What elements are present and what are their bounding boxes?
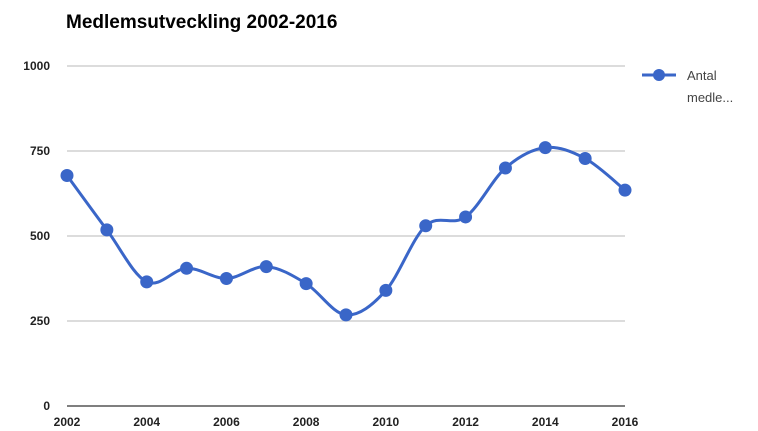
x-tick-label-2012: 2012 [452, 415, 479, 429]
x-tick-label-2010: 2010 [373, 415, 400, 429]
y-tick-label-500: 500 [30, 229, 50, 243]
y-tick-label-0: 0 [43, 399, 50, 413]
series-group [60, 141, 632, 322]
y-axis-ticks: 0 250 500 750 1000 [23, 59, 50, 413]
data-point-2016[interactable] [618, 183, 632, 197]
data-point-2013[interactable] [498, 161, 512, 175]
x-tick-label-2014: 2014 [532, 415, 559, 429]
data-point-2006[interactable] [219, 272, 233, 285]
data-point-2003[interactable] [100, 223, 114, 237]
data-point-2008[interactable] [299, 277, 313, 291]
gridlines [67, 65, 625, 407]
data-point-2004[interactable] [140, 275, 154, 289]
legend-marker [653, 69, 665, 81]
data-point-2015[interactable] [578, 151, 592, 165]
legend[interactable]: Antal medle... [642, 68, 733, 105]
x-tick-label-2004: 2004 [133, 415, 160, 429]
series-line-0 [65, 145, 626, 317]
x-tick-label-2008: 2008 [293, 415, 320, 429]
x-tick-label-2002: 2002 [54, 415, 81, 429]
legend-label-line1: Antal [687, 68, 717, 83]
y-tick-label-1000: 1000 [23, 59, 50, 73]
chart-title: Medlemsutveckling 2002-2016 [66, 12, 337, 33]
data-point-2010[interactable] [379, 283, 393, 297]
y-tick-label-750: 750 [30, 144, 50, 158]
data-point-2011[interactable] [419, 219, 433, 233]
data-point-2002[interactable] [60, 168, 74, 182]
data-point-2005[interactable] [180, 261, 194, 275]
data-point-2009[interactable] [339, 308, 353, 322]
data-point-2012[interactable] [459, 210, 473, 224]
x-tick-label-2016: 2016 [612, 415, 639, 429]
data-point-2014[interactable] [538, 141, 552, 155]
x-tick-label-2006: 2006 [213, 415, 240, 429]
x-axis-ticks: 2002 2004 2006 2008 2010 2012 2014 2016 [54, 415, 639, 429]
data-point-2007[interactable] [259, 260, 273, 274]
legend-label-line2: medle... [687, 90, 733, 105]
y-tick-label-250: 250 [30, 314, 50, 328]
